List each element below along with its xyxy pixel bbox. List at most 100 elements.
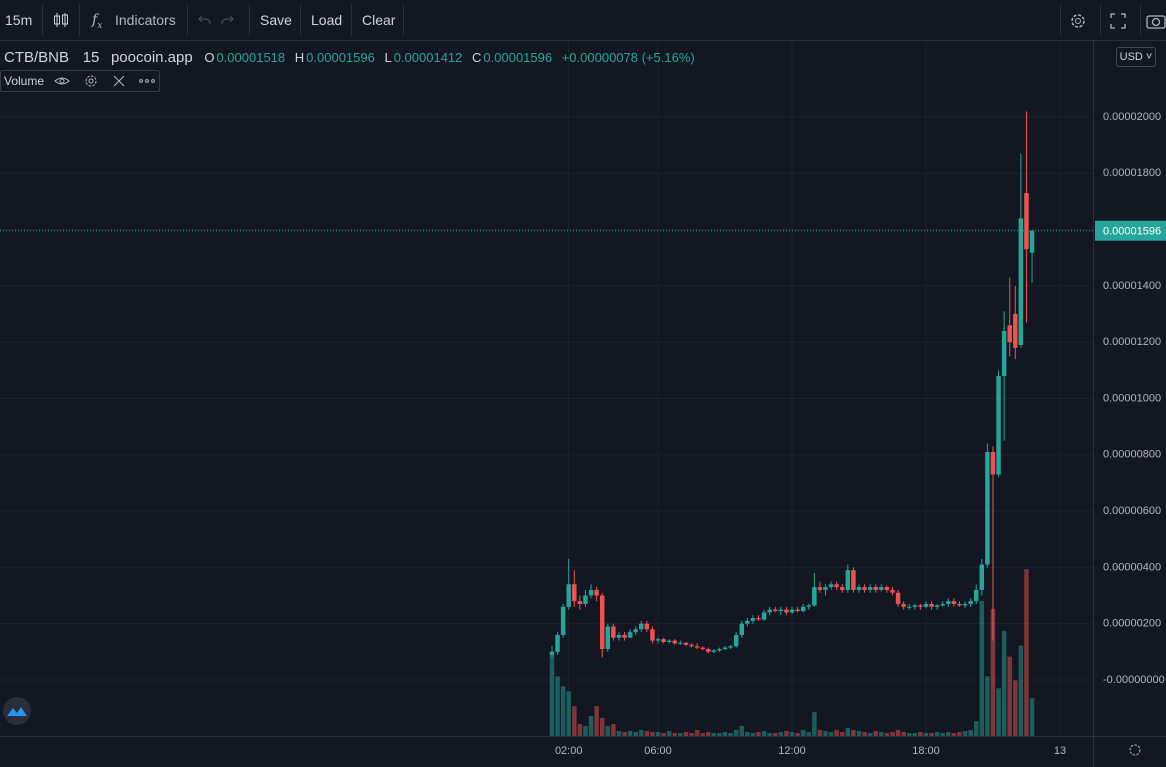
separator [403,4,404,36]
candle-body [728,646,733,648]
x-tick-label: 18:00 [912,745,940,757]
volume-bar [555,676,560,736]
source: poocoin.app [110,49,193,66]
volume-bar [594,706,599,736]
separator [42,4,43,36]
volume-bar [689,733,694,736]
volume-bar [940,733,945,736]
x-tick-label: 06:00 [644,745,672,757]
volume-bar [795,733,800,736]
volume-bar [678,733,683,736]
volume-bar [979,600,985,736]
candle-body [655,639,661,641]
candle-body [946,601,951,604]
interval-button[interactable]: 15m [5,12,33,28]
volume-bar [711,733,717,736]
volume-bar [605,726,611,736]
candle-body [828,584,834,588]
volume-bar [973,721,979,736]
volume-bar [907,733,912,736]
candle-body [1024,193,1029,250]
chart-type-button[interactable] [52,11,70,29]
candle-body [678,642,683,644]
volume-label: Volume [4,74,45,88]
indicators-button[interactable]: Indicators [115,12,176,28]
volume-bar [599,718,605,736]
candle-body [706,649,711,652]
volume-bar [862,732,867,736]
separator [351,4,352,36]
volume-bar [1001,630,1007,736]
candle-body [962,603,968,606]
volume-legend[interactable]: Volume [0,70,160,92]
candle-body [806,605,811,607]
y-tick-label: -0.00000000 [1103,674,1165,686]
candle-body [722,647,728,650]
y-tick-label: 0.00000800 [1103,449,1161,461]
candle-body [745,620,750,624]
y-tick-label: 0.00000600 [1103,505,1161,517]
candle-body [834,584,839,588]
x-tick-label: 13 [1054,745,1066,757]
fullscreen-button[interactable] [1109,12,1127,30]
volume-bar [985,676,990,736]
candle-body [795,609,800,612]
candle-body [940,603,945,606]
interval: 15 [82,49,100,66]
candle-body [789,609,795,613]
symbol-legend: CTB/BNB 15 poocoin.app O 0.00001518 H 0.00… [4,49,701,66]
candle-body [929,603,934,607]
y-tick-label: 0.00001800 [1103,167,1161,179]
volume-bar [873,731,878,736]
candle-body [918,605,923,607]
volume-bar [1007,656,1012,736]
volume-bar [706,732,711,736]
candle-body [683,642,689,645]
save-button[interactable]: Save [260,12,292,28]
volume-bar [812,712,817,736]
open-value: 0.00001518 [216,50,286,65]
candle-body [733,634,739,647]
volume-bar [946,732,951,736]
ohlc-label: L [384,50,392,65]
load-button[interactable]: Load [311,12,343,28]
currency: USD [1119,51,1143,63]
volume-bar [683,732,689,736]
candle-body [996,375,1001,475]
undo-redo[interactable] [196,13,236,27]
toolbar: 15m fx Indicators Save Load Clear [0,0,1166,41]
candle-body [845,570,851,590]
x-tick-label: 12:00 [778,745,806,757]
volume-legend-icons[interactable] [53,74,157,88]
snapshot-button[interactable] [1146,12,1166,30]
volume-bar [884,733,890,736]
volume-bar [767,733,772,736]
volume-bar [901,732,906,736]
candle-body [616,634,622,638]
volume-bar [840,732,845,736]
volume-bar [951,733,957,736]
volume-bar [1024,569,1029,736]
candle-body [812,587,817,606]
currency-button[interactable]: USD ˅ [1116,47,1156,67]
last-price-label: 0.00001596 [1103,226,1161,238]
clear-button[interactable]: Clear [362,12,396,28]
volume-bar [895,730,901,736]
settings-button[interactable] [1068,11,1088,31]
volume-bar [1029,698,1035,736]
y-tick-label: 0.00002000 [1103,111,1161,123]
volume-bar [996,688,1001,736]
candle-body [627,632,633,638]
ohlc-label: H [294,50,305,65]
y-tick-label: 0.00000400 [1103,561,1161,573]
separator [1140,4,1141,36]
volume-bar [912,733,918,736]
fx-icon[interactable]: fx [92,12,103,31]
candle-body [957,603,962,606]
volume-bar [560,686,566,736]
volume-bar [800,730,806,736]
candle-body [951,601,957,604]
volume-bar [622,732,627,736]
last-price-box [1095,220,1166,241]
